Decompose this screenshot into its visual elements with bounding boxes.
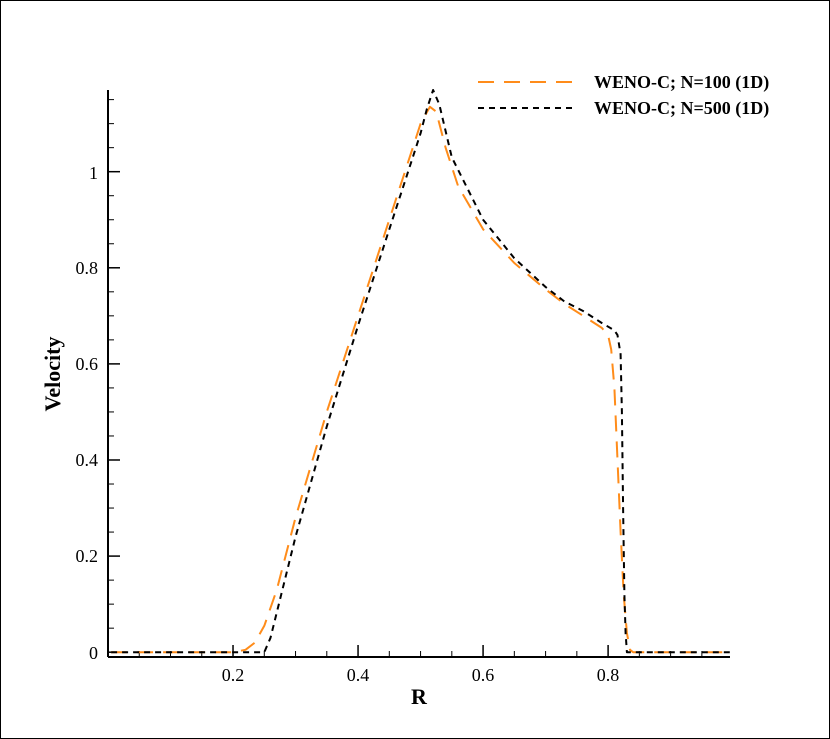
legend: WENO-C; N=100 (1D) WENO-C; N=500 (1D) xyxy=(478,72,769,119)
x-tick-labels: 0.2 0.4 0.6 0.8 xyxy=(222,665,620,685)
y-tick-label: 0.2 xyxy=(76,546,99,566)
x-tick-label: 0.2 xyxy=(222,665,245,685)
series-line-n100 xyxy=(111,105,730,654)
x-tick-label: 0.8 xyxy=(597,665,620,685)
y-tick-label: 0.8 xyxy=(76,258,99,278)
y-tick-label: 1 xyxy=(89,163,98,183)
y-tick-label: 0.4 xyxy=(76,450,99,470)
x-tick-label: 0.4 xyxy=(347,665,370,685)
legend-label-n500: WENO-C; N=500 (1D) xyxy=(594,98,769,119)
y-tick-label: 0.6 xyxy=(76,354,99,374)
y-tick-label: 0 xyxy=(89,643,98,663)
major-ticks xyxy=(108,170,609,657)
y-tick-labels: 0 0.2 0.4 0.6 0.8 1 xyxy=(76,163,99,663)
series-line-n500 xyxy=(111,89,730,654)
x-axis-title: R xyxy=(411,684,428,709)
y-axis-title: Velocity xyxy=(40,337,65,412)
series-layer xyxy=(111,89,730,654)
x-tick-label: 0.6 xyxy=(472,665,495,685)
legend-label-n100: WENO-C; N=100 (1D) xyxy=(594,72,769,93)
